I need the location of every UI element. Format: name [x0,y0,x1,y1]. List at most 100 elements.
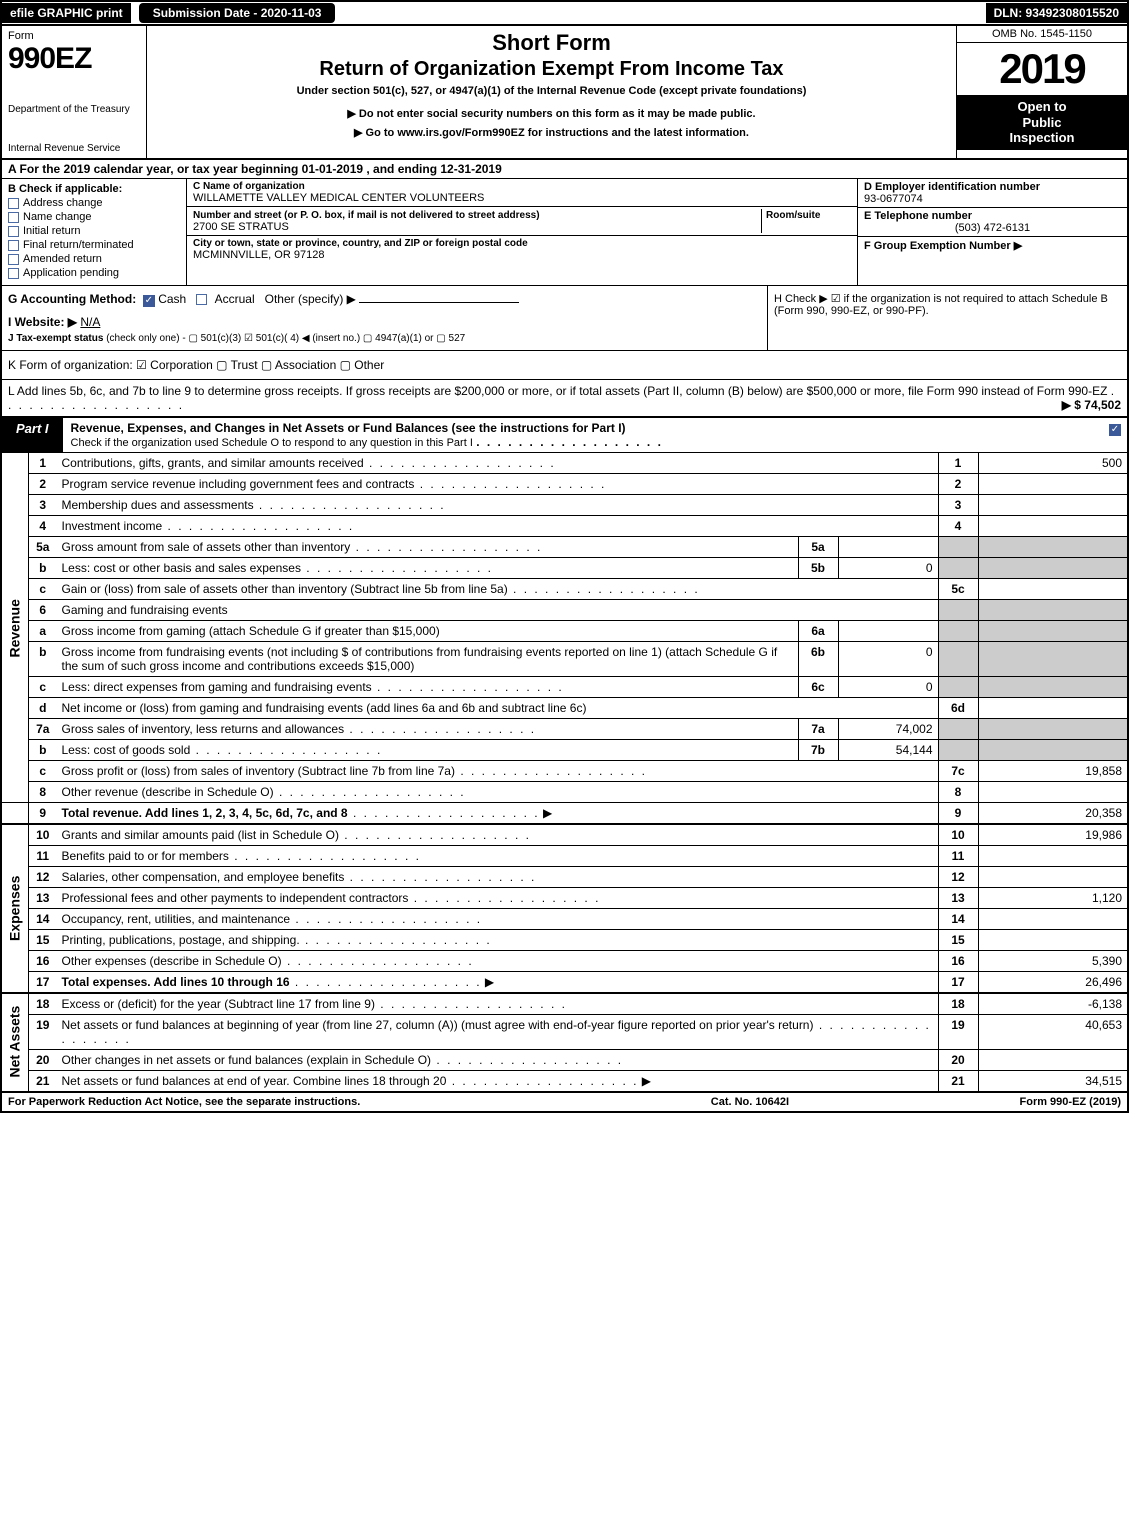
row-5b: bLess: cost or other basis and sales exp… [1,558,1128,579]
row-5c: cGain or (loss) from sale of assets othe… [1,579,1128,600]
row-4: 4Investment income4 [1,516,1128,537]
row-6: 6Gaming and fundraising events [1,600,1128,621]
row-16: 16Other expenses (describe in Schedule O… [1,951,1128,972]
chk-application-pending[interactable]: Application pending [8,267,180,279]
d-label: D Employer identification number [864,181,1040,193]
addr-value: 2700 SE STRATUS [193,221,289,233]
row-5a: 5aGross amount from sale of assets other… [1,537,1128,558]
row-8: 8Other revenue (describe in Schedule O)8 [1,782,1128,803]
row-6a: aGross income from gaming (attach Schedu… [1,621,1128,642]
netassets-side-label: Net Assets [1,993,29,1092]
row-18: Net Assets 18Excess or (deficit) for the… [1,993,1128,1015]
phone-value: (503) 472-6131 [864,222,1121,234]
row-15: 15Printing, publications, postage, and s… [1,930,1128,951]
row-11: 11Benefits paid to or for members11 [1,846,1128,867]
j-tax-exempt: J Tax-exempt status (check only one) - ▢… [8,333,761,344]
revenue-side-label: Revenue [1,453,29,803]
row-7c: cGross profit or (loss) from sales of in… [1,761,1128,782]
row-21: 21Net assets or fund balances at end of … [1,1071,1128,1092]
row-9: 9Total revenue. Add lines 1, 2, 3, 4, 5c… [1,803,1128,825]
part1-schedule-o-check[interactable]: ✓ [1103,418,1127,452]
l-gross-receipts: L Add lines 5b, 6c, and 7b to line 9 to … [0,380,1129,418]
dept-treasury: Department of the Treasury [8,104,140,115]
subtitle: Under section 501(c), 527, or 4947(a)(1)… [155,85,948,97]
e-label: E Telephone number [864,210,972,222]
row-14: 14Occupancy, rent, utilities, and mainte… [1,909,1128,930]
city-value: MCMINNVILLE, OR 97128 [193,249,851,261]
row-3: 3Membership dues and assessments3 [1,495,1128,516]
room-label: Room/suite [766,210,820,221]
paperwork-notice: For Paperwork Reduction Act Notice, see … [8,1096,360,1108]
chk-initial-return[interactable]: Initial return [8,225,180,237]
h-schedule-b: H Check ▶ ☑ if the organization is not r… [774,292,1121,305]
inspect-line2: Public [1022,115,1061,130]
org-name: WILLAMETTE VALLEY MEDICAL CENTER VOLUNTE… [193,192,851,204]
ein-value: 93-0677074 [864,193,923,205]
inspect-line1: Open to [1017,99,1066,114]
cat-no: Cat. No. 10642I [591,1096,789,1108]
section-def: D Employer identification number 93-0677… [857,179,1127,285]
short-form-title: Short Form [155,30,948,56]
chk-name-change[interactable]: Name change [8,211,180,223]
b-header: B Check if applicable: [8,183,180,195]
part1-label: Part I [2,418,63,452]
efile-label: efile GRAPHIC print [2,3,131,23]
row-6d: dNet income or (loss) from gaming and fu… [1,698,1128,719]
revenue-table: Revenue 1 Contributions, gifts, grants, … [0,453,1129,1092]
line-a-tax-year: A For the 2019 calendar year, or tax yea… [0,160,1129,179]
submission-date: Submission Date - 2020-11-03 [139,3,336,23]
addr-label: Number and street (or P. O. box, if mail… [193,210,540,221]
row-6b: bGross income from fundraising events (n… [1,642,1128,677]
row-17: 17Total expenses. Add lines 10 through 1… [1,972,1128,994]
goto-link[interactable]: ▶ Go to www.irs.gov/Form990EZ for instru… [155,126,948,139]
section-b-checkboxes: B Check if applicable: Address change Na… [2,179,187,285]
form-header: Form 990EZ Department of the Treasury In… [0,26,1129,160]
k-form-org: K Form of organization: ☑ Corporation ▢ … [0,351,1129,380]
i-website: I Website: ▶ N/A [8,315,761,329]
row-1: Revenue 1 Contributions, gifts, grants, … [1,453,1128,474]
irs-label: Internal Revenue Service [8,143,140,154]
open-public-inspection: Open to Public Inspection [957,95,1127,150]
row-19: 19Net assets or fund balances at beginni… [1,1015,1128,1050]
gh-row: G Accounting Method: ✓ Cash Accrual Othe… [0,286,1129,351]
tax-year: 2019 [957,43,1127,95]
return-title: Return of Organization Exempt From Incom… [155,58,948,81]
ssn-note: ▶ Do not enter social security numbers o… [155,107,948,120]
header-left: Form 990EZ Department of the Treasury In… [2,26,147,158]
accrual-checkbox[interactable] [196,294,207,305]
row-6c: cLess: direct expenses from gaming and f… [1,677,1128,698]
row-12: 12Salaries, other compensation, and empl… [1,867,1128,888]
page-footer: For Paperwork Reduction Act Notice, see … [0,1092,1129,1113]
row-20: 20Other changes in net assets or fund ba… [1,1050,1128,1071]
form-number: 990EZ [8,42,140,76]
f-label: F Group Exemption Number ▶ [864,240,1022,252]
expenses-side-label: Expenses [1,824,29,993]
row-7a: 7aGross sales of inventory, less returns… [1,719,1128,740]
chk-address-change[interactable]: Address change [8,197,180,209]
omb-number: OMB No. 1545-1150 [957,26,1127,43]
h-schedule-b-sub: (Form 990, 990-EZ, or 990-PF). [774,305,1121,317]
dln-label: DLN: 93492308015520 [986,3,1127,23]
part1-title: Revenue, Expenses, and Changes in Net As… [63,418,1103,452]
top-bar: efile GRAPHIC print Submission Date - 20… [0,0,1129,26]
row-10: Expenses 10Grants and similar amounts pa… [1,824,1128,846]
website-value: N/A [80,315,100,329]
header-mid: Short Form Return of Organization Exempt… [147,26,957,158]
part1-header: Part I Revenue, Expenses, and Changes in… [0,418,1129,453]
g-accounting-method: G Accounting Method: ✓ Cash Accrual Othe… [8,292,761,307]
row-7b: bLess: cost of goods sold7b54,144 [1,740,1128,761]
header-right: OMB No. 1545-1150 2019 Open to Public In… [957,26,1127,158]
cash-checked-icon: ✓ [143,295,155,307]
entity-block: B Check if applicable: Address change Na… [0,179,1129,286]
row-13: 13Professional fees and other payments t… [1,888,1128,909]
form-ref: Form 990-EZ (2019) [1020,1096,1121,1108]
chk-amended-return[interactable]: Amended return [8,253,180,265]
chk-final-return[interactable]: Final return/terminated [8,239,180,251]
row-2: 2Program service revenue including gover… [1,474,1128,495]
form-label: Form [8,30,140,42]
c-label: C Name of organization [193,181,851,192]
inspect-line3: Inspection [1009,130,1074,145]
section-c-entity: C Name of organization WILLAMETTE VALLEY… [187,179,857,285]
city-label: City or town, state or province, country… [193,238,851,249]
l-amount: ▶ $ 74,502 [1062,398,1121,412]
